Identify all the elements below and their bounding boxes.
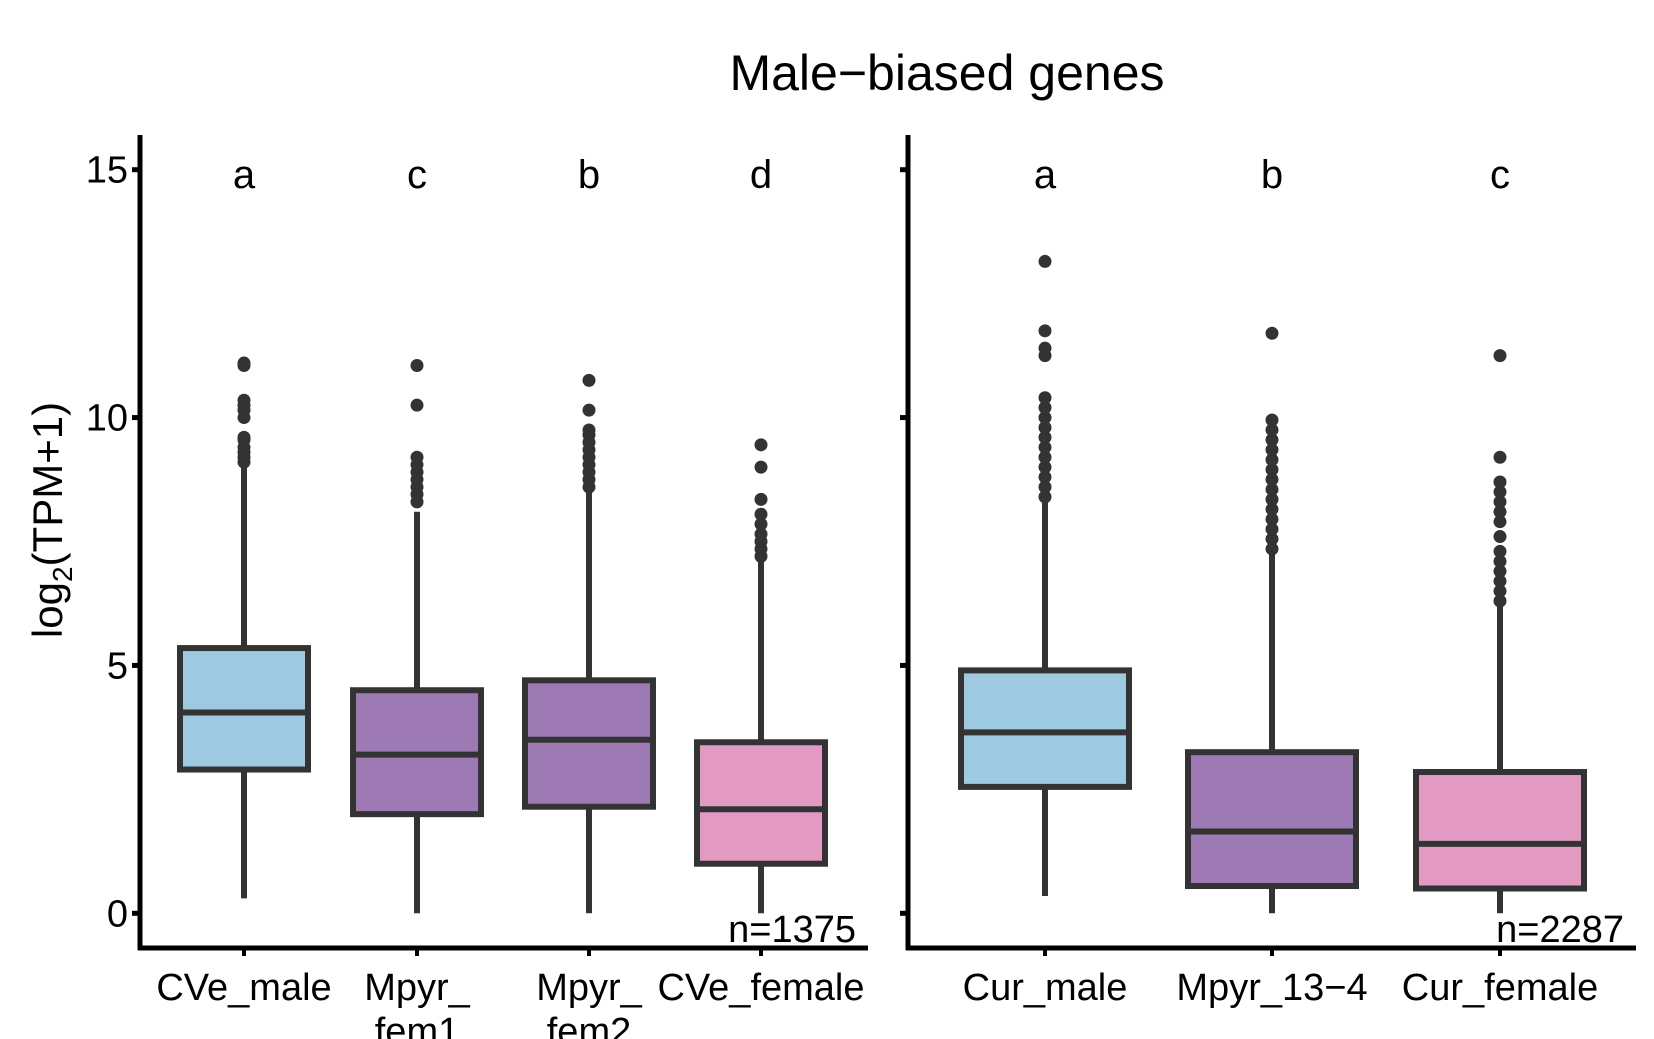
outlier-point (1493, 450, 1507, 464)
outlier-point (1493, 505, 1507, 519)
outlier-point (754, 517, 768, 531)
significance-letter: c (1490, 153, 1510, 197)
box-iqr (1413, 769, 1587, 892)
outlier-point (582, 403, 596, 417)
outlier-point (1493, 584, 1507, 598)
outlier-point (1493, 594, 1507, 608)
outlier-point (237, 430, 251, 444)
outlier-point (1038, 324, 1052, 338)
outlier-point (237, 393, 251, 407)
outlier-point (1038, 254, 1052, 268)
outlier-point (1493, 495, 1507, 509)
chart-title: Male−biased genes (729, 45, 1164, 101)
box-group-cve-male: a CVe_male (156, 153, 331, 1009)
significance-letter: a (233, 153, 256, 197)
category-label: CVe_male (156, 967, 331, 1009)
outlier-point (1493, 485, 1507, 499)
outlier-point (1038, 480, 1052, 494)
category-label: Mpyr_ (536, 967, 642, 1009)
outlier-point (237, 356, 251, 370)
category-label: fem1 (375, 1011, 459, 1039)
category-label: CVe_female (657, 967, 864, 1009)
outlier-point (1493, 349, 1507, 363)
outlier-point (1265, 423, 1279, 437)
outlier-point (1265, 473, 1279, 487)
y-axis-label: log2(TPM+1) (24, 402, 78, 638)
sample-count-label: n=2287 (1496, 909, 1624, 951)
category-label: fem2 (547, 1011, 631, 1039)
outlier-point (1265, 542, 1279, 556)
y-tick-label: 0 (107, 893, 128, 935)
outlier-point (754, 460, 768, 474)
box-group-mpyr-fem1: c Mpyr_fem1 (350, 153, 484, 1039)
outlier-point (1038, 411, 1052, 425)
outlier-point (1038, 460, 1052, 474)
outlier-point (1038, 401, 1052, 415)
outlier-point (1265, 502, 1279, 516)
outlier-point (582, 373, 596, 387)
significance-letter: d (750, 153, 772, 197)
box-iqr (1185, 749, 1359, 890)
outlier-point (1265, 512, 1279, 526)
outlier-point (1265, 522, 1279, 536)
outlier-point (754, 492, 768, 506)
outlier-point (1265, 326, 1279, 340)
outlier-point (1265, 463, 1279, 477)
category-label: Cur_female (1402, 967, 1598, 1009)
y-tick-label: 15 (86, 150, 128, 192)
outlier-point (1493, 564, 1507, 578)
outlier-point (754, 507, 768, 521)
outlier-point (1493, 544, 1507, 558)
box-group-cve-female: d CVe_female (657, 153, 864, 1009)
outlier-point (754, 527, 768, 541)
outlier-point (754, 438, 768, 452)
outlier-point (1493, 574, 1507, 588)
outlier-point (1038, 450, 1052, 464)
outlier-point (1038, 470, 1052, 484)
box-iqr (522, 677, 656, 810)
significance-letter: a (1034, 153, 1057, 197)
outlier-point (1265, 453, 1279, 467)
outlier-point (410, 359, 424, 373)
category-label: Mpyr_ (364, 967, 470, 1009)
box-group-cur-female: c Cur_female (1402, 153, 1598, 1009)
y-tick-label: 5 (107, 645, 128, 687)
outlier-point (1038, 430, 1052, 444)
box-iqr (177, 645, 311, 773)
outlier-point (1265, 482, 1279, 496)
outlier-point (1265, 443, 1279, 457)
outlier-point (1265, 532, 1279, 546)
outlier-point (410, 398, 424, 412)
significance-letter: b (1261, 153, 1283, 197)
outlier-point (1038, 341, 1052, 355)
sample-count-label: n=1375 (728, 909, 856, 951)
outlier-point (1493, 475, 1507, 489)
box-group-mpyr-13-4: b Mpyr_13−4 (1176, 153, 1367, 1009)
category-label: Cur_male (963, 967, 1128, 1009)
box-iqr (958, 667, 1132, 790)
outlier-point (1493, 530, 1507, 544)
outlier-point (1493, 554, 1507, 568)
outlier-point (1265, 413, 1279, 427)
significance-letter: c (407, 153, 427, 197)
category-label: Mpyr_13−4 (1176, 967, 1367, 1009)
box-iqr (694, 739, 828, 867)
outlier-point (1038, 391, 1052, 405)
outlier-point (410, 450, 424, 464)
outlier-point (1038, 440, 1052, 454)
outlier-point (1038, 420, 1052, 434)
outlier-point (582, 423, 596, 437)
outlier-point (1493, 515, 1507, 529)
outlier-point (1265, 492, 1279, 506)
box-group-cur-male: a Cur_male (958, 153, 1132, 1009)
outlier-point (1038, 490, 1052, 504)
panel-right: a Cur_male b Mpyr_13−4 c Cur_female n=2287 (900, 135, 1636, 1009)
y-tick-label: 10 (86, 398, 128, 440)
outlier-point (1265, 433, 1279, 447)
box-group-mpyr-fem2: b Mpyr_fem2 (522, 153, 656, 1039)
significance-letter: b (578, 153, 600, 197)
